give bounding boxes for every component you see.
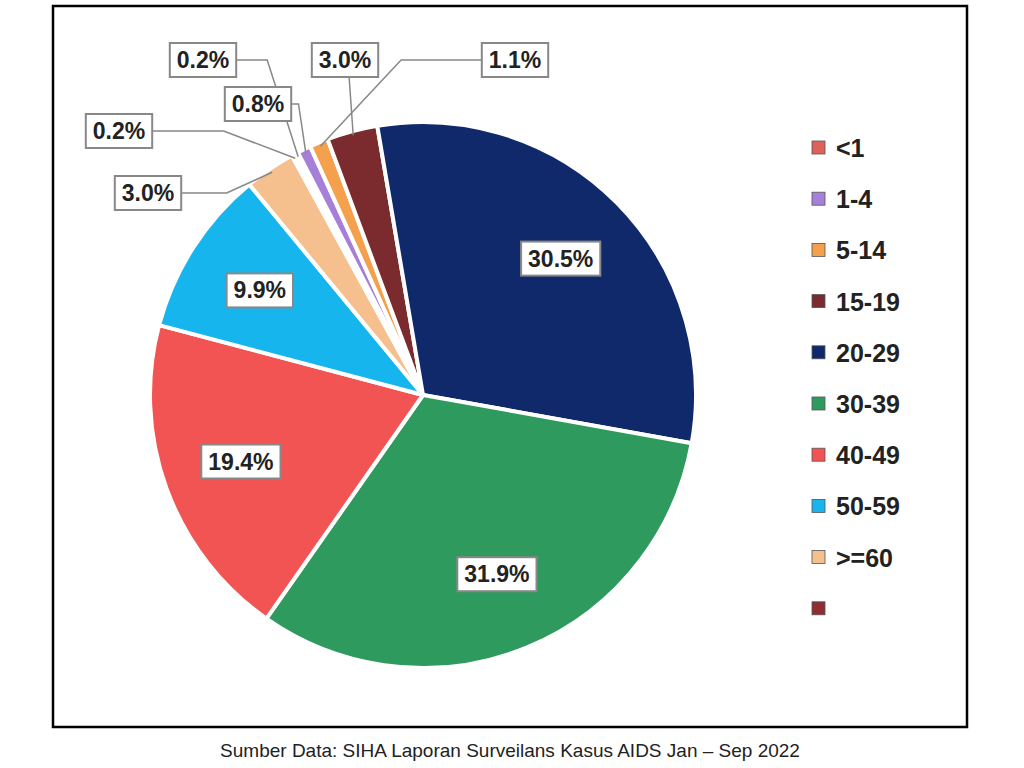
legend-label: 15-19 xyxy=(836,288,900,316)
label-box xyxy=(482,43,548,77)
legend-swatch xyxy=(812,448,825,461)
data-label-group: 3.0% xyxy=(115,176,181,210)
label-box xyxy=(115,176,181,210)
legend-label: 5-14 xyxy=(836,236,886,264)
legend-label: 50-59 xyxy=(836,492,900,520)
data-label-group: 9.9% xyxy=(227,273,293,307)
data-label: 0.8% xyxy=(232,91,284,117)
label-box xyxy=(227,273,293,307)
slices xyxy=(150,122,696,668)
label-box xyxy=(201,445,280,479)
pie-slice xyxy=(292,154,423,395)
legend-label: 30-39 xyxy=(836,390,900,418)
data-label: 3.0% xyxy=(319,47,371,73)
source: Sumber Data: SIHA Laporan Surveilans Kas… xyxy=(220,740,800,761)
data-label: 30.5% xyxy=(528,246,593,272)
legend-swatch xyxy=(812,499,825,512)
legend-swatch xyxy=(812,397,825,410)
data-label-group: 30.5% xyxy=(521,242,600,276)
data-label-group: 19.4% xyxy=(201,445,280,479)
label-box xyxy=(521,242,600,276)
data-labels: 0.2%0.8%1.1%3.0%30.5%31.9%19.4%9.9%3.0%0… xyxy=(86,43,601,591)
legend-swatch xyxy=(812,602,825,615)
legend-swatch xyxy=(812,346,825,359)
legend: <1 1-4 5-14 15-19 20-29 30-39 40-49 50-59 >=60 xyxy=(812,134,900,615)
legend-label: 20-29 xyxy=(836,339,900,367)
data-label-group: 0.2% xyxy=(86,114,152,148)
legend-label: <1 xyxy=(836,134,865,162)
label-box xyxy=(86,114,152,148)
legend-swatch xyxy=(812,141,825,154)
label-box xyxy=(170,43,236,77)
data-label-group: 0.8% xyxy=(225,87,291,121)
data-label: 19.4% xyxy=(208,449,273,475)
data-label-group: 3.0% xyxy=(312,43,378,77)
legend-label: 40-49 xyxy=(836,441,900,469)
frame xyxy=(53,6,967,727)
data-label: 3.0% xyxy=(122,180,174,206)
legend-swatch xyxy=(812,551,825,564)
legend-label: 1-4 xyxy=(836,185,872,213)
label-box xyxy=(457,557,536,591)
data-label-group: 1.1% xyxy=(482,43,548,77)
leader-line xyxy=(152,131,295,158)
data-label: 1.1% xyxy=(489,47,541,73)
label-box xyxy=(225,87,291,121)
data-label: 31.9% xyxy=(464,561,529,587)
leader-line xyxy=(291,104,306,153)
label-box xyxy=(312,43,378,77)
legend-swatch xyxy=(812,295,825,308)
legend-swatch xyxy=(812,192,825,205)
leader-line xyxy=(181,172,272,193)
legend-swatch xyxy=(812,243,825,256)
legend-label: >=60 xyxy=(836,544,893,572)
data-label: 0.2% xyxy=(93,118,145,144)
data-label-group: 31.9% xyxy=(457,557,536,591)
leader-line xyxy=(345,77,353,135)
data-label: 0.2% xyxy=(177,47,229,73)
data-label-group: 0.2% xyxy=(170,43,236,77)
chart: Sumber Data: SIHA Laporan Surveilans Kas… xyxy=(0,0,1024,768)
data-label: 9.9% xyxy=(234,277,286,303)
